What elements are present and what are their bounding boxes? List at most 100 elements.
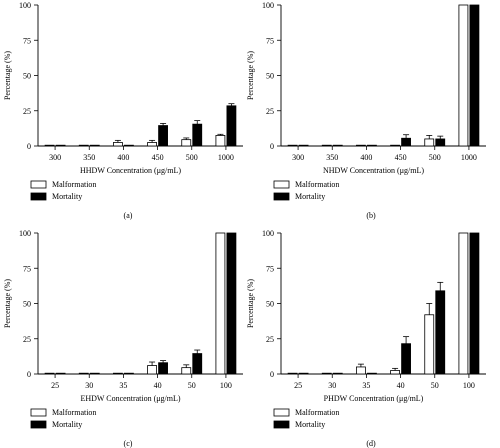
panel-c: 0 25 50 75 100 25 30 35 40 50 100 Percentage (%) E… xyxy=(3,229,243,448)
x-tick-label: 300 xyxy=(292,153,304,162)
y-tick-label: 0 xyxy=(27,370,31,379)
y-tick-label: 75 xyxy=(23,36,31,45)
legend-mortality-swatch xyxy=(30,192,47,201)
mortality-bar xyxy=(192,353,203,375)
panel-b-y-axis-label: Percentage (%) xyxy=(246,51,255,100)
mortality-bar xyxy=(332,144,343,147)
malformation-bar xyxy=(215,232,226,375)
panel-c-plot: 0 25 50 75 100 25 30 35 40 50 100 xyxy=(19,229,243,390)
x-tick-label: 35 xyxy=(119,381,127,390)
panel-c-x-axis-label: EHDW Concentration (μg/mL) xyxy=(80,394,180,403)
mortality-bar xyxy=(158,362,168,375)
panel-d-x-axis-label: PHDW Concentration (μg/mL) xyxy=(324,394,424,403)
y-tick-label: 75 xyxy=(266,36,274,45)
legend-malformation-label: Malformation xyxy=(52,180,96,189)
legend-mortality-swatch xyxy=(273,192,290,201)
legend-mortality-label: Mortality xyxy=(52,192,82,201)
malformation-bar xyxy=(356,366,366,375)
mortality-bar xyxy=(89,144,100,147)
mortality-bar xyxy=(55,144,66,147)
panel-d-y-axis-label: Percentage (%) xyxy=(246,279,255,328)
mortality-bar xyxy=(124,144,134,147)
y-tick-label: 50 xyxy=(23,72,31,81)
malformation-bar xyxy=(458,4,469,147)
x-tick-label: 450 xyxy=(395,153,407,162)
panel-d-legend: Malformation Mortality xyxy=(273,408,339,429)
y-tick-label: 0 xyxy=(27,142,31,151)
malformation-bar xyxy=(113,372,123,375)
y-tick-label: 75 xyxy=(266,264,274,273)
panel-b: 0 25 50 75 100 300 350 400 450 500 1000 Percentage… xyxy=(246,1,486,220)
x-tick-label: 350 xyxy=(326,153,338,162)
mortality-bar xyxy=(124,372,134,375)
x-tick-label: 1000 xyxy=(461,153,477,162)
panel-d: 0 25 50 75 100 25 30 35 40 50 100 Percentage (%) P… xyxy=(246,229,486,448)
legend-malformation-swatch xyxy=(30,180,47,189)
malformation-bar xyxy=(424,314,435,375)
legend-malformation-swatch xyxy=(273,408,290,417)
panel-c-label: (c) xyxy=(124,439,133,448)
legend-malformation-swatch xyxy=(30,408,47,417)
x-tick-label: 25 xyxy=(294,381,302,390)
malformation-bar xyxy=(458,232,469,375)
malformation-bar xyxy=(181,367,192,375)
y-tick-label: 75 xyxy=(23,264,31,273)
x-tick-label: 50 xyxy=(188,381,196,390)
panel-a-legend: Malformation Mortality xyxy=(30,180,96,201)
x-tick-label: 30 xyxy=(85,381,93,390)
malformation-bar xyxy=(78,372,89,375)
legend-mortality-label: Mortality xyxy=(295,192,325,201)
legend-malformation-swatch xyxy=(273,180,290,189)
malformation-bar xyxy=(321,144,332,147)
panel-a-y-axis-label: Percentage (%) xyxy=(3,51,12,100)
malformation-bar xyxy=(424,138,435,147)
x-tick-label: 500 xyxy=(429,153,441,162)
malformation-bar xyxy=(181,139,192,147)
x-tick-label: 100 xyxy=(220,381,232,390)
mortality-bar xyxy=(55,372,66,375)
malformation-bar xyxy=(356,144,366,147)
panel-b-x-axis-label: NHDW Concentration (μg/mL) xyxy=(323,166,424,175)
malformation-bar xyxy=(113,142,123,147)
mortality-bar xyxy=(469,232,480,375)
panel-a: 0 25 50 75 100 300 350 400 450 500 1000 Percentage… xyxy=(3,1,243,220)
panel-b-label: (b) xyxy=(366,211,376,220)
mortality-bar xyxy=(332,372,343,375)
malformation-bar xyxy=(147,365,157,375)
y-tick-label: 100 xyxy=(19,1,31,10)
mortality-bar xyxy=(192,123,203,147)
y-tick-label: 25 xyxy=(23,107,31,116)
x-tick-label: 40 xyxy=(397,381,405,390)
y-tick-label: 100 xyxy=(262,229,274,238)
legend-mortality-swatch xyxy=(273,420,290,429)
x-tick-label: 500 xyxy=(186,153,198,162)
x-tick-label: 1000 xyxy=(218,153,234,162)
malformation-bar xyxy=(44,372,55,375)
malformation-bar xyxy=(215,135,226,147)
legend-malformation-label: Malformation xyxy=(295,408,339,417)
malformation-bar xyxy=(287,144,298,147)
legend-malformation-label: Malformation xyxy=(52,408,96,417)
x-tick-label: 300 xyxy=(49,153,61,162)
x-tick-label: 50 xyxy=(431,381,439,390)
mortality-bar xyxy=(401,343,411,375)
y-tick-label: 50 xyxy=(23,300,31,309)
y-tick-label: 25 xyxy=(266,107,274,116)
y-tick-label: 100 xyxy=(262,1,274,10)
x-tick-label: 100 xyxy=(463,381,475,390)
mortality-bar xyxy=(469,4,480,147)
panel-b-plot: 0 25 50 75 100 300 350 400 450 500 1000 xyxy=(262,1,486,162)
malformation-bar xyxy=(390,370,400,375)
mortality-bar xyxy=(435,290,446,375)
panel-c-legend: Malformation Mortality xyxy=(30,408,96,429)
malformation-bar xyxy=(78,144,89,147)
legend-malformation-label: Malformation xyxy=(295,180,339,189)
x-tick-label: 400 xyxy=(360,153,372,162)
legend-mortality-label: Mortality xyxy=(295,420,325,429)
x-tick-label: 40 xyxy=(154,381,162,390)
x-tick-label: 350 xyxy=(83,153,95,162)
x-tick-label: 450 xyxy=(152,153,164,162)
x-tick-label: 400 xyxy=(117,153,129,162)
x-tick-label: 25 xyxy=(51,381,59,390)
